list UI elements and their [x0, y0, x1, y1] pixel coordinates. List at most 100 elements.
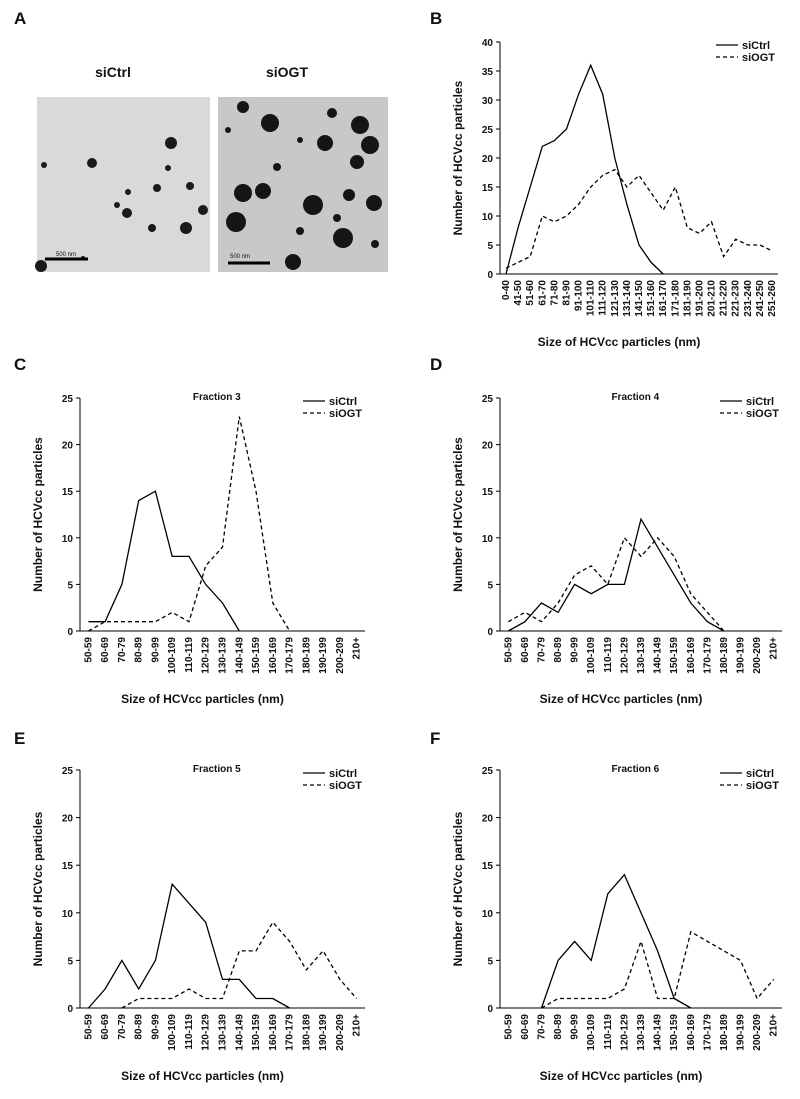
x-tick-label: 100-109	[167, 1014, 178, 1051]
x-tick-label: 201-210	[707, 280, 718, 317]
series-line	[88, 490, 240, 632]
y-tick-label: 5	[487, 956, 493, 967]
x-tick-label: 150-159	[251, 637, 262, 674]
x-tick-label: 50-59	[503, 1014, 514, 1040]
x-tick-label: 60-69	[100, 637, 111, 663]
y-tick-label: 40	[482, 38, 494, 49]
x-tick-label: 101-110	[586, 280, 597, 317]
x-tick-label: 61-70	[537, 280, 548, 306]
x-tick-label: 90-99	[150, 1014, 161, 1040]
scale-bar-label: 500 nm	[56, 252, 76, 258]
x-tick-label: 110-119	[184, 1014, 195, 1050]
y-axis-label: Number of HCVcc particles	[31, 811, 45, 966]
x-tick-label: 0-40	[501, 280, 512, 300]
y-tick-label: 20	[62, 814, 74, 825]
legend-label: siOGT	[742, 52, 775, 64]
y-tick-label: 10	[62, 909, 74, 920]
y-tick-label: 20	[482, 154, 494, 165]
chart-panel: B 0 5 10 15 20 25 30 35 40 0-40 41-50 51-60 61-70 71-8…	[430, 9, 778, 349]
panel-letter: C	[14, 355, 26, 374]
x-tick-label: 60-69	[520, 1014, 531, 1040]
legend-label: siCtrl	[746, 768, 774, 780]
x-tick-label: 150-159	[251, 1014, 262, 1051]
x-tick-label: 50-59	[83, 637, 94, 663]
x-tick-label: 140-149	[234, 1014, 245, 1051]
x-tick-label: 140-149	[234, 637, 245, 674]
panel-letter: F	[430, 729, 440, 748]
x-tick-label: 120-129	[619, 637, 630, 674]
legend-label: siOGT	[329, 780, 362, 792]
x-tick-label: 160-169	[686, 637, 697, 674]
x-tick-label: 110-119	[603, 1014, 614, 1050]
x-tick-label: 200-209	[335, 1014, 346, 1051]
y-tick-label: 15	[482, 487, 494, 498]
x-tick-label: 200-209	[752, 637, 763, 674]
x-tick-label: 110-119	[603, 637, 614, 673]
y-tick-label: 5	[487, 580, 493, 591]
x-tick-label: 81-90	[561, 280, 572, 306]
x-tick-label: 91-100	[574, 280, 585, 312]
panel-letter: A	[14, 9, 26, 28]
x-tick-label: 140-149	[653, 637, 664, 674]
series-line	[87, 882, 290, 1009]
panel-letter: D	[430, 355, 442, 374]
x-tick-label: 110-119	[184, 637, 195, 673]
x-axis-label: Size of HCVcc particles (nm)	[121, 692, 284, 706]
x-tick-label: 70-79	[536, 1014, 547, 1040]
x-axis-label: Size of HCVcc particles (nm)	[121, 1069, 284, 1083]
y-tick-label: 0	[67, 627, 73, 638]
x-tick-label: 231-240	[743, 280, 754, 317]
x-tick-label: 71-80	[549, 280, 560, 306]
series-line	[507, 517, 725, 632]
x-tick-label: 150-159	[669, 637, 680, 674]
legend-label: siCtrl	[742, 40, 770, 52]
x-tick-label: 90-99	[570, 637, 581, 663]
y-tick-label: 25	[62, 394, 74, 405]
chart-title: Fraction 4	[611, 392, 659, 403]
y-tick-label: 0	[67, 1004, 73, 1015]
x-tick-label: 170-179	[285, 637, 296, 674]
x-tick-label: 221-230	[731, 280, 742, 317]
micrograph: 500 nm	[35, 97, 210, 272]
panel-letter: E	[14, 729, 25, 748]
series-line	[541, 930, 775, 1009]
x-tick-label: 90-99	[150, 637, 161, 663]
y-tick-label: 5	[67, 956, 73, 967]
series-line	[88, 416, 291, 632]
x-tick-label: 190-199	[736, 1014, 747, 1051]
x-tick-label: 180-189	[719, 1014, 730, 1051]
y-tick-label: 0	[487, 627, 493, 638]
chart-panel: D 0 5 10 15 20 25 50-59 60-69 70-79 80-89 90-99 100-…	[430, 355, 782, 706]
y-tick-label: 35	[482, 67, 494, 78]
y-tick-label: 10	[482, 534, 494, 545]
legend-label: siOGT	[746, 408, 779, 420]
y-tick-label: 10	[482, 909, 494, 920]
x-tick-label: 130-139	[636, 637, 647, 674]
x-tick-label: 60-69	[100, 1014, 111, 1040]
y-axis-label: Number of HCVcc particles	[451, 437, 465, 592]
x-tick-label: 191-200	[694, 280, 705, 317]
x-tick-label: 190-199	[318, 1014, 329, 1051]
x-axis-label: Size of HCVcc particles (nm)	[538, 335, 701, 349]
x-tick-label: 171-180	[670, 280, 681, 317]
y-tick-label: 15	[482, 183, 494, 194]
x-tick-label: 130-139	[636, 1014, 647, 1051]
x-tick-label: 51-60	[525, 280, 536, 306]
x-tick-label: 160-169	[686, 1014, 697, 1051]
x-tick-label: 131-140	[622, 280, 633, 317]
y-tick-label: 20	[482, 814, 494, 825]
x-tick-label: 121-130	[610, 280, 621, 317]
x-tick-label: 80-89	[553, 637, 564, 663]
series-line	[507, 536, 725, 632]
x-tick-label: 90-99	[570, 1014, 581, 1040]
x-tick-label: 190-199	[318, 637, 329, 674]
image-caption: siOGT	[266, 64, 308, 80]
series-line	[505, 63, 664, 275]
x-tick-label: 150-159	[669, 1014, 680, 1051]
scale-bar-label: 500 nm	[230, 254, 250, 260]
x-tick-label: 111-120	[598, 280, 609, 316]
legend-label: siCtrl	[329, 396, 357, 408]
y-tick-label: 25	[482, 766, 494, 777]
x-tick-label: 100-109	[586, 1014, 597, 1051]
x-tick-label: 50-59	[503, 637, 514, 663]
